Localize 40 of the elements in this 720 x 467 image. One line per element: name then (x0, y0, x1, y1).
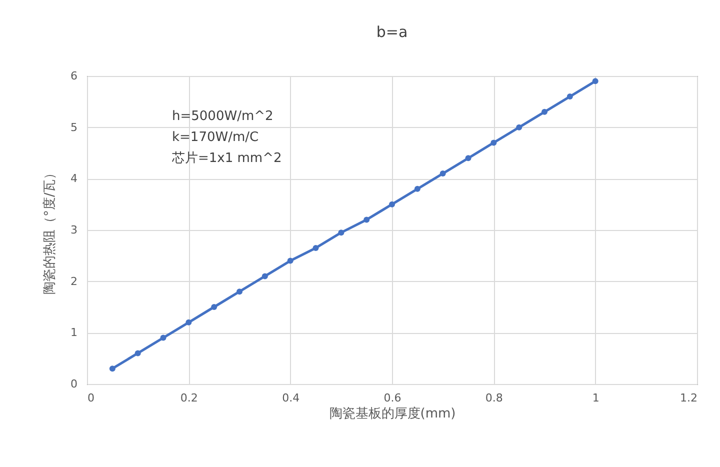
point (211, 304, 218, 310)
point (414, 186, 420, 192)
annotation: k=170W/m/C (172, 130, 259, 145)
chart-title: b=a (376, 23, 408, 41)
point (465, 155, 472, 162)
point (338, 230, 344, 236)
point (364, 216, 370, 223)
x-tick-label: 1.2 (680, 392, 698, 404)
y-tick-label: 0 (70, 378, 78, 390)
y-tick-label: 5 (70, 120, 78, 134)
y-tick-label: 3 (70, 224, 78, 236)
x-axis-title: 陶瓷基板的厚度(mm) (329, 406, 456, 422)
y-tick-label: 2 (70, 274, 78, 288)
point (134, 350, 141, 356)
x-tick-label: 0.2 (180, 392, 198, 404)
x-tick-label: 0.6 (384, 392, 402, 404)
x-tick-label: 0.4 (282, 392, 300, 404)
point (592, 78, 598, 84)
point (542, 108, 548, 115)
point (109, 366, 116, 372)
point (490, 140, 497, 146)
point (186, 319, 192, 326)
point (566, 94, 573, 100)
annotation: h=5000W/m^2 (172, 109, 274, 124)
y-tick-label: 4 (70, 172, 78, 186)
y-tick-label: 6 (70, 70, 78, 82)
y-axis-title: 陶瓷的热阻（°度/瓦） (42, 166, 58, 294)
x-tick-label: 0 (88, 392, 94, 404)
point (389, 201, 395, 208)
point (440, 170, 446, 177)
point (312, 244, 319, 251)
annotation: 芯片=1x1 mm^2 (171, 151, 282, 166)
y-tick-label: 1 (70, 326, 78, 340)
point (287, 258, 294, 264)
point (262, 273, 268, 280)
point (236, 288, 242, 295)
x-tick-label: 0.8 (485, 392, 503, 404)
x-tick-label: 1 (592, 392, 600, 404)
point (160, 334, 166, 341)
point (516, 124, 522, 130)
